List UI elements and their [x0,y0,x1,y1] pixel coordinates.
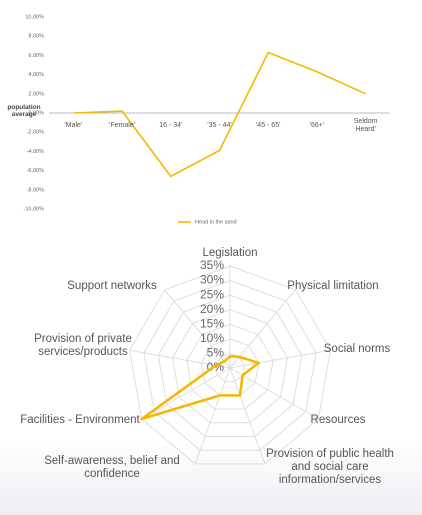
grid-line [143,280,317,451]
x-tick-label: 'Male' [64,122,83,129]
spoke [164,289,231,369]
y-tick-label: 2.00% [28,91,44,97]
y-tick-label: -4.00% [27,149,45,155]
category-label: Resources [310,413,366,426]
spoke [229,367,319,420]
spoke [229,367,266,465]
category-label: Self-awareness, belief and confidence [44,455,180,481]
category-label: Physical limitation [287,279,379,292]
y-tick-label: -8.00% [27,187,45,193]
grid-line [129,265,331,465]
y-tick-label: -10.00% [24,206,45,212]
spoke [194,367,231,465]
spoke [141,367,231,420]
x-tick-label: '45 - 65' [255,122,281,129]
y-tick-label: 6.00% [28,53,44,59]
y-tick-label: 30% [200,273,224,287]
y-tick-label: 8.00% [28,34,44,40]
radar-line [140,355,261,421]
y-tick-label: 25% [200,287,224,301]
y-tick-label: -6.00% [27,168,45,174]
spoke [229,349,331,369]
y-tick-label: 10% [200,331,224,345]
x-tick-label: Seldom Heard' [353,118,378,134]
y-tick-label: 5% [207,346,225,360]
x-tick-label: 'Female' [109,122,136,129]
spoke [129,349,231,369]
y-tick-label: 15% [200,316,224,330]
y-tick-label: 20% [200,302,224,316]
y-tick-label: -2.00% [27,130,45,136]
category-label: Provision of public health and social ca… [266,448,394,487]
category-label: Facilities - Environment [20,413,140,426]
x-tick-label: 16 - 34' [159,122,183,129]
annotation: population average [7,103,41,118]
category-label: Support networks [67,279,157,292]
grid-line [215,352,245,383]
grid-line [186,323,274,410]
y-tick-label: 0.00% [28,110,44,116]
grid-line [157,294,303,437]
spoke [229,289,296,369]
y-tick-label: 35% [200,258,224,272]
category-label: Legislation [202,246,258,259]
line [73,51,366,178]
category-label: Provision of private services/products [34,333,132,359]
y-tick-label: 4.00% [28,72,44,78]
legend-label: Head in the sand [195,219,237,225]
category-label: Social norms [323,342,391,355]
x-tick-label: '35 - 44' [207,122,232,129]
x-tick-label: '66+' [309,122,325,129]
grid-line [172,309,288,424]
y-tick-label: 10.00% [25,14,44,20]
